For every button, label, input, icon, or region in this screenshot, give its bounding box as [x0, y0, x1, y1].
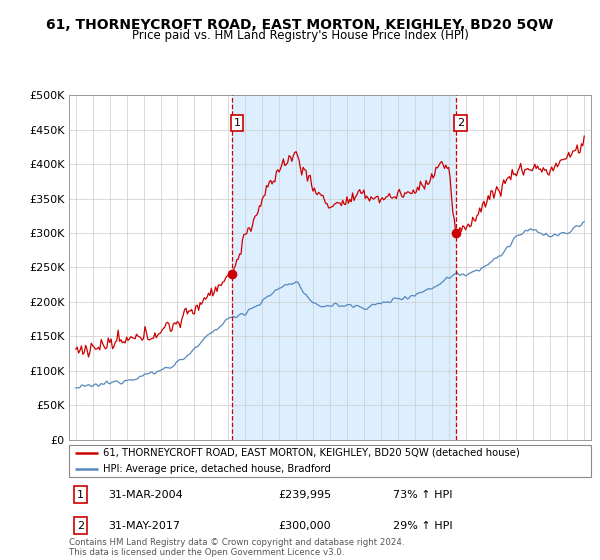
Text: 1: 1 [77, 489, 84, 500]
Text: 61, THORNEYCROFT ROAD, EAST MORTON, KEIGHLEY, BD20 5QW: 61, THORNEYCROFT ROAD, EAST MORTON, KEIG… [46, 18, 554, 32]
Text: Price paid vs. HM Land Registry's House Price Index (HPI): Price paid vs. HM Land Registry's House … [131, 29, 469, 42]
Text: £300,000: £300,000 [278, 521, 331, 531]
Text: 73% ↑ HPI: 73% ↑ HPI [392, 489, 452, 500]
Text: Contains HM Land Registry data © Crown copyright and database right 2024.
This d: Contains HM Land Registry data © Crown c… [69, 538, 404, 557]
Text: 1: 1 [233, 118, 241, 128]
Bar [232, 95, 455, 440]
Text: HPI: Average price, detached house, Bradford: HPI: Average price, detached house, Brad… [103, 464, 331, 474]
Text: £239,995: £239,995 [278, 489, 331, 500]
Text: 2: 2 [77, 521, 84, 531]
Text: 31-MAR-2004: 31-MAR-2004 [108, 489, 183, 500]
FancyBboxPatch shape [69, 445, 591, 477]
Text: 61, THORNEYCROFT ROAD, EAST MORTON, KEIGHLEY, BD20 5QW (detached house): 61, THORNEYCROFT ROAD, EAST MORTON, KEIG… [103, 448, 520, 458]
Text: 2: 2 [457, 118, 464, 128]
Text: 31-MAY-2017: 31-MAY-2017 [108, 521, 180, 531]
Text: 29% ↑ HPI: 29% ↑ HPI [392, 521, 452, 531]
